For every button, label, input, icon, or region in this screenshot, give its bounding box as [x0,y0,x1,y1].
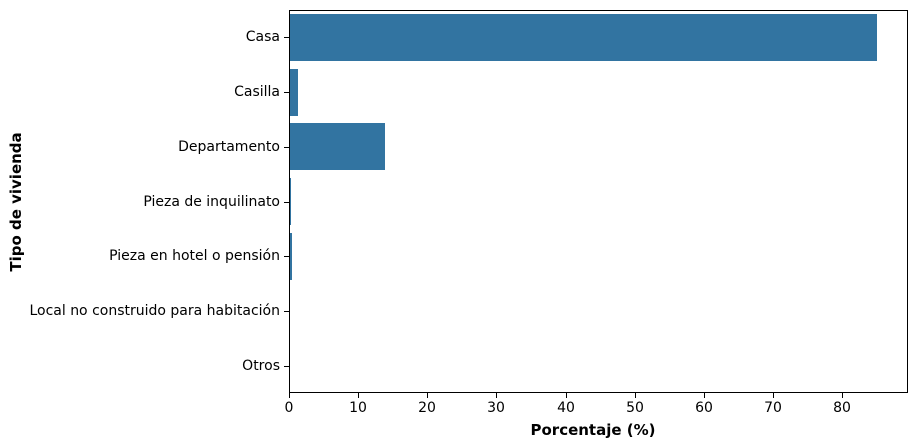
x-tick-mark [289,393,290,398]
x-tick-mark [704,393,705,398]
x-tick-label: 0 [284,400,294,416]
x-tick-label: 50 [626,400,644,416]
y-tick-label: Otros [242,358,280,374]
y-tick-label: Pieza de inquilinato [143,194,280,210]
y-tick-mark [284,366,289,367]
bar [290,178,291,225]
x-tick-mark [635,393,636,398]
x-tick-label: 40 [557,400,575,416]
plot-area [289,10,908,393]
y-tick-label: Pieza en hotel o pensión [109,248,280,264]
y-tick-mark [284,202,289,203]
x-tick-label: 60 [695,400,713,416]
x-tick-mark [358,393,359,398]
x-tick-mark [773,393,774,398]
y-tick-mark [284,256,289,257]
x-tick-mark [842,393,843,398]
y-tick-mark [284,147,289,148]
y-tick-label: Departamento [178,139,280,155]
x-tick-label: 80 [833,400,851,416]
x-tick-label: 70 [764,400,782,416]
x-tick-label: 20 [418,400,436,416]
y-tick-label: Local no construido para habitación [29,303,280,319]
x-tick-label: 10 [349,400,367,416]
x-tick-label: 30 [487,400,505,416]
x-tick-mark [566,393,567,398]
bar [290,233,292,280]
y-tick-mark [284,37,289,38]
y-tick-label: Casilla [234,84,280,100]
x-axis-title: Porcentaje (%) [530,421,656,439]
y-tick-mark [284,92,289,93]
bar [290,14,877,61]
y-tick-mark [284,311,289,312]
bar [290,69,298,116]
y-tick-label: Casa [245,29,280,45]
x-tick-mark [496,393,497,398]
bar [290,123,385,170]
x-tick-mark [427,393,428,398]
